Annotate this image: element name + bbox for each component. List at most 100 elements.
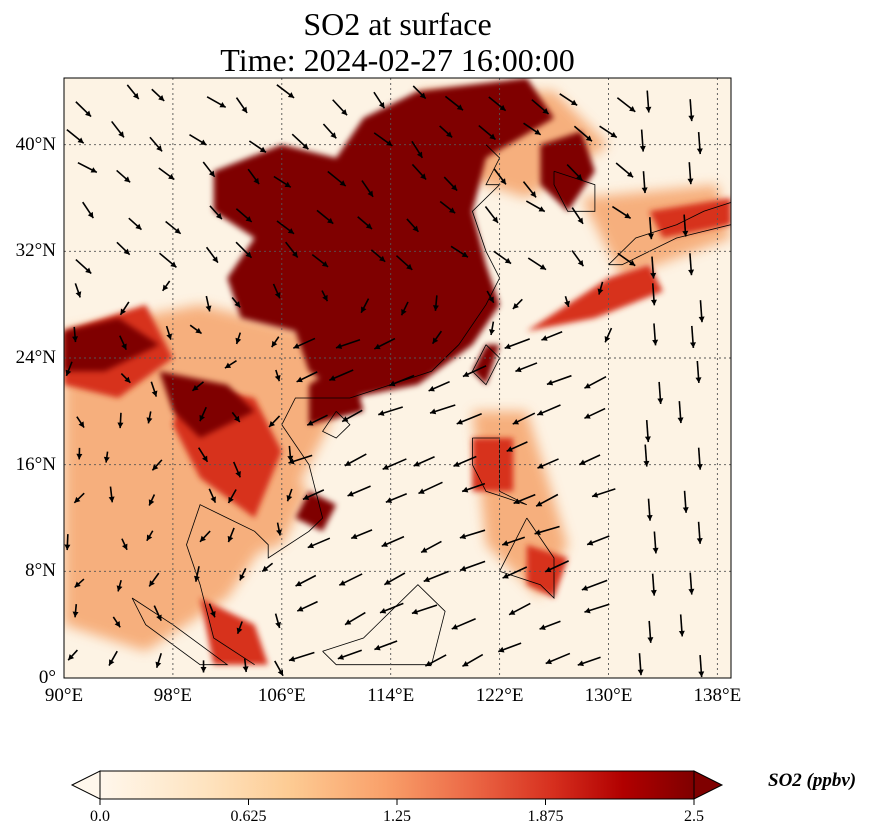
wind-vector-head	[224, 362, 232, 369]
wind-vector-head	[200, 667, 207, 673]
lat-tick-label: 40°N	[15, 133, 56, 155]
wind-vector-head	[652, 547, 659, 554]
wind-vector-head	[241, 106, 248, 113]
wind-vector-head	[345, 619, 352, 625]
wind-vector-head	[585, 135, 592, 142]
wind-vector-head	[287, 92, 295, 98]
map-frame	[63, 77, 732, 679]
wind-vector-head	[87, 211, 94, 219]
wind-vector-head	[351, 533, 358, 540]
wind-vector-head	[432, 305, 439, 311]
wind-vector-head	[592, 491, 599, 498]
lon-tick-label: 114°E	[367, 685, 415, 706]
wind-vector-head	[446, 131, 453, 138]
colorbar-label: SO2 (ppbv)	[768, 770, 857, 791]
wind-vector-head	[151, 390, 158, 397]
wind-vector-head	[275, 621, 282, 628]
wind-vector-head	[117, 422, 124, 429]
wind-vector-head	[114, 621, 121, 628]
wind-vector-head	[162, 284, 169, 291]
wind-vector-head	[492, 216, 498, 223]
so2-mid-region	[200, 598, 269, 665]
wind-vector-head	[698, 316, 705, 323]
wind-vector-head	[361, 306, 367, 313]
colorbar-extend-high	[693, 770, 724, 800]
wind-vector-head	[577, 259, 584, 267]
wind-vector-head	[534, 129, 541, 135]
wind-vector-head	[682, 507, 689, 513]
wind-vector-head	[650, 589, 657, 596]
wind-vector-head	[174, 227, 181, 234]
wind-vector-head	[462, 371, 470, 377]
wind-vector-head	[489, 133, 496, 140]
wind-vector-head	[546, 379, 554, 386]
coastline	[608, 202, 731, 266]
wind-vector-head	[287, 455, 294, 462]
coastline	[471, 344, 501, 386]
colorbar-tick-label: 0.0	[90, 808, 110, 825]
wind-vector-head	[77, 137, 84, 144]
wind-vector-head	[132, 92, 139, 99]
wind-vector-head	[456, 104, 463, 111]
wind-vector-head	[378, 102, 385, 109]
wind-vector-head	[78, 421, 85, 428]
wind-vector-head	[210, 496, 216, 503]
wind-vector-head	[341, 109, 348, 116]
wind-vector-head	[401, 308, 407, 316]
lon-tick-label: 106°E	[257, 685, 306, 706]
wind-vector-head	[626, 171, 634, 178]
wind-vector-head	[297, 606, 304, 612]
wind-vector-head	[210, 611, 216, 618]
wind-vector-head	[696, 538, 703, 544]
wind-vector-head	[384, 579, 391, 585]
wind-vector-head	[382, 464, 389, 470]
colorbar-body	[99, 770, 695, 800]
wind-vector-head	[166, 333, 173, 340]
wind-vector-head	[584, 382, 591, 389]
wind-vector-head	[287, 228, 294, 234]
wind-vector-head	[515, 366, 522, 373]
wind-vector-head	[235, 471, 241, 478]
lat-tick-label: 24°N	[15, 347, 56, 368]
wind-vector-head	[688, 115, 695, 122]
wind-vector-head	[604, 336, 611, 343]
wind-vector-head	[291, 251, 298, 258]
so2-mid-region	[472, 438, 514, 492]
wind-vector-head	[432, 337, 439, 344]
wind-vector-head	[542, 108, 549, 114]
lat-tick-label: 16°N	[15, 453, 56, 475]
wind-vector-head	[451, 624, 458, 630]
wind-vector-head	[428, 385, 435, 392]
wind-vector-head	[288, 458, 295, 465]
wind-vector-head	[259, 146, 266, 153]
wind-vector-head	[135, 223, 142, 230]
wind-vector-head	[545, 566, 552, 573]
wind-vector-head	[288, 655, 296, 662]
wind-vector-head	[644, 436, 651, 443]
wind-vector-head	[650, 272, 657, 279]
wind-vector-head	[75, 291, 82, 298]
wind-vector-head	[124, 176, 131, 183]
wind-vector-head	[146, 534, 153, 541]
wind-vector-head	[456, 418, 463, 425]
wind-vector-head	[539, 264, 547, 270]
wind-vector-head	[587, 539, 594, 546]
lat-tick-label: 0°	[38, 667, 56, 688]
wind-vector-head	[277, 669, 284, 676]
wind-vector-head	[379, 607, 387, 614]
wind-vector-head	[72, 336, 79, 343]
wind-vector-head	[489, 329, 495, 336]
wind-vector-head	[236, 627, 243, 634]
so2-field-high	[64, 78, 595, 532]
wind-vector-head	[646, 514, 653, 521]
wind-vector-head	[215, 212, 222, 220]
wind-vector-head	[385, 497, 393, 503]
wind-vector-head	[208, 170, 215, 177]
wind-vector-head	[193, 575, 200, 582]
wind-vector-head	[118, 131, 124, 138]
wind-vector-head	[109, 659, 115, 666]
colorbar-tick-label: 0.625	[230, 808, 267, 825]
wind-vector-head	[698, 671, 705, 678]
wind-vector-head	[530, 191, 537, 198]
colorbar-extend-low	[70, 770, 101, 800]
